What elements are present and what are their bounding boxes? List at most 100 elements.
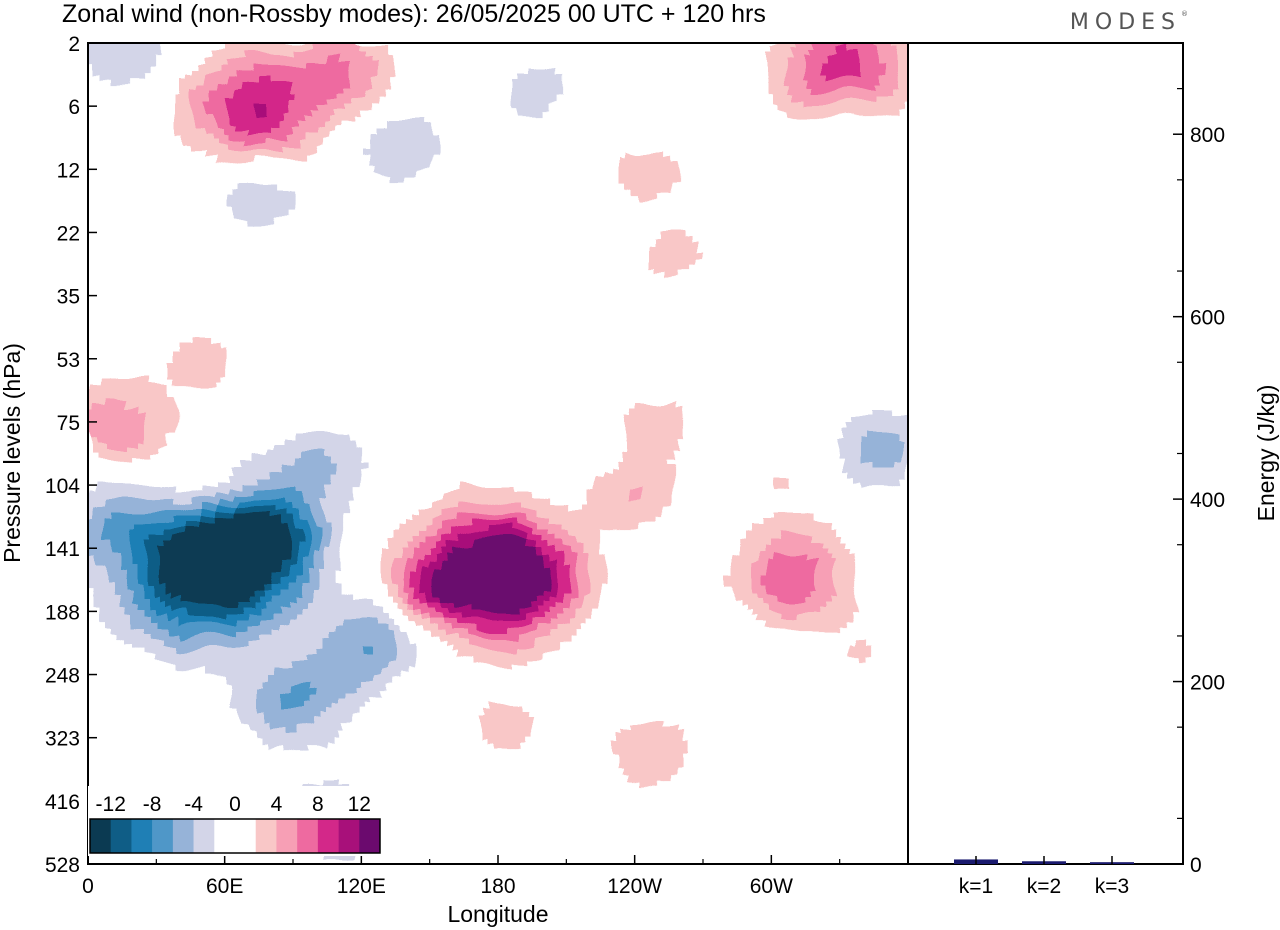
heatmap-cell (328, 505, 335, 512)
heatmap-cell (418, 121, 425, 128)
heatmap-cell (856, 469, 863, 476)
heatmap-cell (310, 589, 317, 596)
heatmap-cell (484, 493, 491, 500)
heatmap-cell (520, 565, 527, 572)
heatmap-cell (508, 493, 515, 500)
heatmap-cell (286, 73, 293, 80)
heatmap-cell (142, 67, 149, 74)
heatmap-cell (196, 601, 203, 608)
heatmap-cell (298, 115, 305, 122)
heatmap-cell (352, 619, 359, 626)
heatmap-cell (280, 79, 287, 86)
heatmap-cell (244, 685, 251, 692)
heatmap-cell (340, 445, 347, 452)
heatmap-cell (208, 67, 215, 74)
heatmap-cell (268, 517, 275, 524)
heatmap-cell (298, 583, 305, 590)
heatmap-cell (292, 445, 299, 452)
heatmap-cell (286, 577, 293, 584)
heatmap-cell (118, 409, 125, 416)
heatmap-cell (292, 439, 299, 446)
heatmap-cell (184, 631, 191, 638)
heatmap-cell (238, 79, 245, 86)
heatmap-cell (406, 151, 413, 158)
heatmap-cell (856, 415, 863, 422)
heatmap-cell (484, 571, 491, 578)
heatmap-cell (316, 97, 323, 104)
heatmap-cell (304, 451, 311, 458)
heatmap-cell (262, 595, 269, 602)
heatmap-cell (256, 85, 263, 92)
heatmap-cell (166, 517, 173, 524)
heatmap-cell (136, 397, 143, 404)
heatmap-cell (160, 583, 167, 590)
heatmap-cell (220, 67, 227, 74)
heatmap-cell (622, 505, 629, 512)
heatmap-cell (436, 529, 443, 536)
heatmap-cell (724, 571, 731, 578)
heatmap-cell (178, 511, 185, 518)
heatmap-cell (148, 571, 155, 578)
heatmap-cell (244, 499, 251, 506)
heatmap-cell (772, 547, 779, 554)
heatmap-cell (124, 439, 131, 446)
heatmap-cell (484, 577, 491, 584)
heatmap-cell (322, 43, 329, 50)
heatmap-cell (526, 559, 533, 566)
heatmap-cell (646, 151, 653, 158)
heatmap-cell (898, 61, 905, 68)
heatmap-cell (238, 643, 245, 650)
heatmap-cell (88, 493, 95, 500)
heatmap-cell (478, 487, 485, 494)
heatmap-cell (88, 427, 95, 434)
heatmap-cell (244, 667, 251, 674)
heatmap-cell (268, 613, 275, 620)
heatmap-cell (316, 85, 323, 92)
heatmap-cell (406, 655, 413, 662)
heatmap-cell (214, 73, 221, 80)
heatmap-cell (178, 571, 185, 578)
heatmap-cell (598, 475, 605, 482)
heatmap-cell (328, 487, 335, 494)
heatmap-cell (568, 553, 575, 560)
heatmap-cell (130, 427, 137, 434)
heatmap-cell (538, 643, 545, 650)
heatmap-cell (568, 523, 575, 530)
heatmap-cell (286, 481, 293, 488)
heatmap-cell (388, 547, 395, 554)
heatmap-cell (310, 721, 317, 728)
heatmap-cell (844, 43, 851, 50)
heatmap-cell (172, 601, 179, 608)
heatmap-cell (280, 655, 287, 662)
heatmap-cell (442, 541, 449, 548)
heatmap-cell (862, 91, 869, 98)
heatmap-cell (286, 553, 293, 560)
heatmap-cell (574, 517, 581, 524)
heatmap-cell (640, 409, 647, 416)
heatmap-cell (868, 61, 875, 68)
heatmap-cell (94, 559, 101, 566)
heatmap-cell (502, 631, 509, 638)
heatmap-cell (148, 517, 155, 524)
heatmap-cell (190, 571, 197, 578)
heatmap-cell (460, 499, 467, 506)
heatmap-cell (520, 637, 527, 644)
heatmap-cell (262, 649, 269, 656)
heatmap-cell (826, 619, 833, 626)
heatmap-cell (256, 463, 263, 470)
heatmap-cell (226, 493, 233, 500)
heatmap-cell (238, 103, 245, 110)
heatmap-cell (190, 337, 197, 344)
heatmap-cell (418, 619, 425, 626)
heatmap-cell (610, 493, 617, 500)
heatmap-cell (232, 577, 239, 584)
heatmap-cell (406, 571, 413, 578)
heatmap-cell (196, 619, 203, 626)
heatmap-cell (868, 49, 875, 56)
heatmap-cell (214, 625, 221, 632)
heatmap-cell (544, 607, 551, 614)
heatmap-cell (322, 133, 329, 140)
heatmap-cell (256, 73, 263, 80)
heatmap-cell (550, 643, 557, 650)
heatmap-cell (688, 259, 695, 266)
